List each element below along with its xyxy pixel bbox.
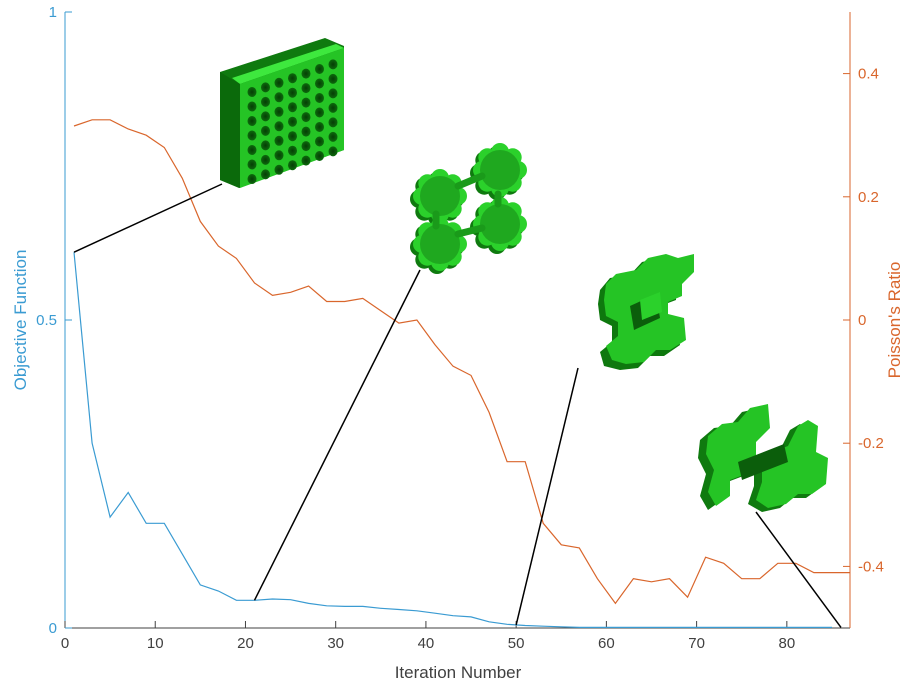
lobe-core bbox=[420, 224, 460, 264]
lattice-hole bbox=[301, 112, 311, 123]
lattice-hole bbox=[328, 146, 338, 157]
x-tick-label: 60 bbox=[598, 635, 615, 652]
lattice-hole bbox=[261, 82, 270, 93]
lattice-hole bbox=[301, 83, 311, 94]
lobe-core bbox=[480, 150, 520, 190]
lattice-hole bbox=[301, 68, 311, 79]
lattice-hole bbox=[261, 96, 270, 107]
lattice-hole bbox=[274, 135, 284, 146]
y-right-tick-label: 0.2 bbox=[858, 189, 879, 206]
lattice-hole bbox=[315, 151, 324, 161]
structure-dense-lattice bbox=[220, 38, 344, 188]
series bbox=[73, 119, 850, 629]
lattice-hole bbox=[328, 88, 338, 99]
lattice-hole bbox=[301, 97, 311, 108]
lattice-hole bbox=[315, 136, 324, 147]
annotation-leaders bbox=[73, 183, 842, 628]
leader-line-reentrant-frame bbox=[515, 367, 579, 626]
lattice-hole bbox=[315, 93, 324, 103]
y-right-axis-label: Poisson's Ratio bbox=[885, 262, 904, 379]
lattice-hole bbox=[247, 174, 257, 184]
lattice-hole bbox=[274, 150, 284, 161]
lobe-core bbox=[420, 176, 460, 216]
lattice-hole bbox=[261, 125, 270, 136]
lattice-hole bbox=[328, 131, 338, 142]
lobe bbox=[470, 197, 527, 254]
poissons-ratio-line bbox=[73, 119, 850, 605]
objective-function-line bbox=[73, 252, 832, 629]
lobe-connector bbox=[454, 172, 486, 190]
lattice-hole bbox=[301, 141, 311, 152]
lattice-hole bbox=[288, 87, 297, 98]
x-tick-label: 40 bbox=[418, 635, 435, 652]
lattice-hole bbox=[288, 116, 297, 127]
lattice-hole bbox=[288, 73, 297, 84]
y-right-tick-label: -0.4 bbox=[858, 558, 884, 575]
structure-reentrant-frame bbox=[598, 254, 694, 370]
lattice-hole bbox=[274, 77, 284, 88]
lattice-hole bbox=[261, 154, 270, 165]
leader-line-h-shaped-cell bbox=[755, 511, 842, 628]
axis-labels: Iteration Number Objective Function Pois… bbox=[11, 250, 904, 682]
lattice-hole bbox=[247, 101, 257, 112]
x-tick-label: 80 bbox=[778, 635, 795, 652]
lattice-hole bbox=[328, 102, 338, 113]
lattice-hole bbox=[288, 145, 297, 156]
lattice-hole bbox=[301, 155, 311, 166]
lattice-hole bbox=[328, 73, 338, 84]
y-right-tick-label: 0 bbox=[858, 312, 866, 329]
lattice-hole bbox=[288, 131, 297, 142]
x-tick-label: 0 bbox=[61, 635, 69, 652]
lattice-hole bbox=[247, 87, 257, 97]
lattice-hole bbox=[261, 140, 270, 151]
lattice-hole bbox=[301, 126, 311, 137]
x-tick-label: 10 bbox=[147, 635, 164, 652]
y-left-tick-label: 0.5 bbox=[36, 312, 57, 329]
y-left-tick-label: 0 bbox=[49, 620, 57, 637]
lattice-hole bbox=[261, 169, 270, 180]
lattice-hole bbox=[315, 107, 324, 118]
y-left-axis-label: Objective Function bbox=[11, 250, 30, 391]
lobe bbox=[410, 169, 467, 226]
lattice-hole bbox=[247, 145, 257, 155]
lattice-hole bbox=[315, 122, 324, 132]
structure-h-shaped-cell bbox=[698, 404, 828, 512]
ticks: 0 10 20 30 40 50 60 70 80 0 0.5 1 -0.4 -0.2 0 0.2 0.4 bbox=[36, 4, 884, 652]
lattice-hole bbox=[315, 64, 324, 74]
lattice-hole bbox=[274, 121, 284, 132]
lattice-hole bbox=[315, 78, 324, 89]
y-left-tick-label: 1 bbox=[49, 4, 57, 21]
lattice-hole bbox=[328, 117, 338, 128]
lattice-hole bbox=[274, 106, 284, 117]
lattice-hole bbox=[328, 59, 338, 70]
lattice-hole bbox=[274, 92, 284, 103]
structure-images bbox=[220, 38, 828, 512]
y-right-tick-label: 0.4 bbox=[858, 66, 879, 83]
lattice-hole bbox=[247, 130, 257, 141]
y-right-tick-label: -0.2 bbox=[858, 435, 884, 452]
lobe bbox=[410, 217, 467, 274]
lattice-hole bbox=[247, 159, 257, 170]
lattice-hole bbox=[288, 102, 297, 113]
lattice-hole bbox=[261, 111, 270, 122]
x-axis-label: Iteration Number bbox=[395, 663, 522, 682]
axes bbox=[64, 12, 851, 629]
x-tick-label: 70 bbox=[688, 635, 705, 652]
x-tick-label: 20 bbox=[237, 635, 254, 652]
leader-line-four-lobed-cell bbox=[253, 269, 421, 601]
lobe-core bbox=[480, 204, 520, 244]
lobe-connector bbox=[454, 224, 486, 238]
lattice-hole bbox=[288, 160, 297, 171]
leader-line-dense-lattice bbox=[73, 183, 223, 253]
lattice-hole bbox=[247, 116, 257, 126]
structure-four-lobed-cell bbox=[410, 143, 527, 274]
x-tick-label: 50 bbox=[508, 635, 525, 652]
x-tick-label: 30 bbox=[327, 635, 344, 652]
lattice-hole bbox=[274, 164, 284, 175]
